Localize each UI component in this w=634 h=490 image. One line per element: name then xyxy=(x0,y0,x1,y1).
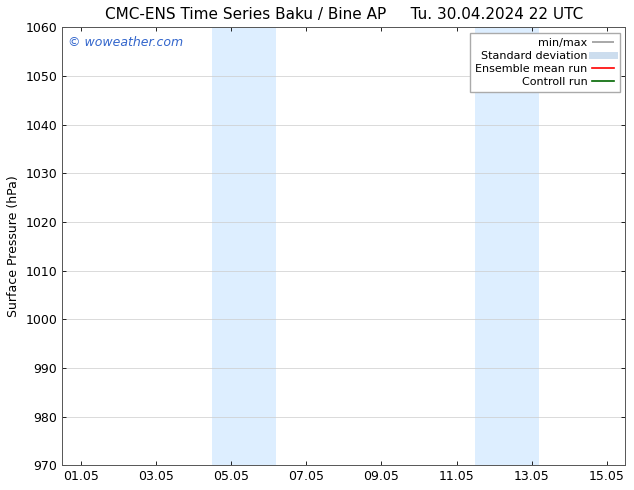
Y-axis label: Surface Pressure (hPa): Surface Pressure (hPa) xyxy=(7,175,20,317)
Bar xyxy=(212,27,276,465)
Bar xyxy=(476,27,539,465)
Title: CMC-ENS Time Series Baku / Bine AP     Tu. 30.04.2024 22 UTC: CMC-ENS Time Series Baku / Bine AP Tu. 3… xyxy=(105,7,583,22)
Text: © woweather.com: © woweather.com xyxy=(68,36,183,49)
Legend: min/max, Standard deviation, Ensemble mean run, Controll run: min/max, Standard deviation, Ensemble me… xyxy=(470,33,620,92)
